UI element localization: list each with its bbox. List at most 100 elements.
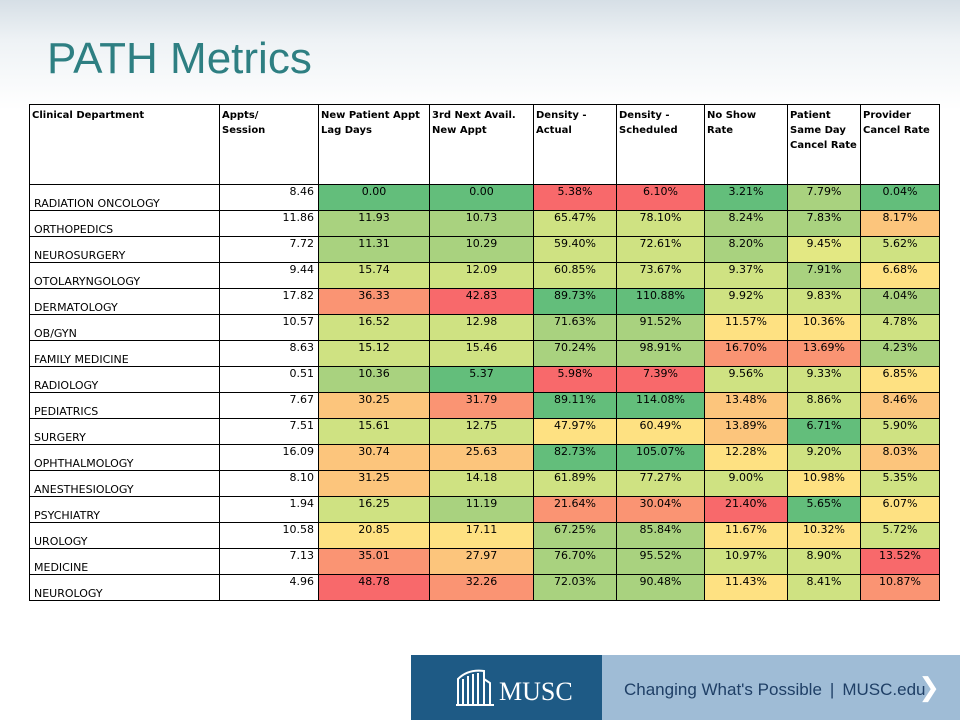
column-header: New Patient Appt Lag Days: [318, 104, 430, 185]
metric-cell: 32.26: [429, 574, 534, 601]
column-header: Patient Same Day Cancel Rate: [787, 104, 861, 185]
metric-cell: 110.88%: [616, 288, 705, 315]
footer-brand-panel: MUSC: [411, 655, 602, 720]
metric-cell: 8.46%: [860, 392, 940, 419]
metric-cell: 10.36%: [787, 314, 861, 341]
metric-cell: 8.86%: [787, 392, 861, 419]
metric-cell: 5.37: [429, 366, 534, 393]
table-row: UROLOGY 10.58 20.85 17.11 67.25% 85.84% 11.67%…: [29, 522, 940, 549]
metric-cell: 15.46: [429, 340, 534, 367]
page-title: PATH Metrics: [47, 34, 312, 83]
column-header: Density - Scheduled: [616, 104, 705, 185]
metric-cell: 11.19: [429, 496, 534, 523]
table-row: NEUROSURGERY 7.72 11.31 10.29 59.40% 72.61% 8.…: [29, 236, 940, 263]
footer-tagline-panel: Changing What's Possible | MUSC.edu ❯: [602, 655, 960, 720]
metric-cell: 21.64%: [533, 496, 617, 523]
metric-cell: 11.67%: [704, 522, 788, 549]
metric-cell: 72.61%: [616, 236, 705, 263]
metric-cell: 4.04%: [860, 288, 940, 315]
metric-cell: 4.78%: [860, 314, 940, 341]
metric-cell: 89.11%: [533, 392, 617, 419]
appts-per-session-cell: 8.63: [219, 340, 319, 367]
metric-cell: 5.90%: [860, 418, 940, 445]
metric-cell: 73.67%: [616, 262, 705, 289]
department-cell: SURGERY: [29, 418, 220, 445]
metric-cell: 47.97%: [533, 418, 617, 445]
metric-cell: 6.68%: [860, 262, 940, 289]
metric-cell: 13.69%: [787, 340, 861, 367]
website-link[interactable]: MUSC.edu: [842, 680, 926, 699]
metric-cell: 114.08%: [616, 392, 705, 419]
metric-cell: 12.75: [429, 418, 534, 445]
metric-cell: 13.48%: [704, 392, 788, 419]
appts-per-session-cell: 10.57: [219, 314, 319, 341]
metric-cell: 14.18: [429, 470, 534, 497]
metric-cell: 60.85%: [533, 262, 617, 289]
metric-cell: 12.09: [429, 262, 534, 289]
department-cell: PSYCHIATRY: [29, 496, 220, 523]
musc-building-icon: [456, 669, 494, 706]
column-header: No Show Rate: [704, 104, 788, 185]
appts-per-session-cell: 7.67: [219, 392, 319, 419]
metric-cell: 8.90%: [787, 548, 861, 575]
metric-cell: 7.39%: [616, 366, 705, 393]
metric-cell: 13.52%: [860, 548, 940, 575]
metric-cell: 9.92%: [704, 288, 788, 315]
metric-cell: 13.89%: [704, 418, 788, 445]
metric-cell: 77.27%: [616, 470, 705, 497]
metric-cell: 15.12: [318, 340, 430, 367]
metric-cell: 6.85%: [860, 366, 940, 393]
appts-per-session-cell: 8.46: [219, 184, 319, 211]
appts-per-session-cell: 9.44: [219, 262, 319, 289]
department-cell: DERMATOLOGY: [29, 288, 220, 315]
metric-cell: 89.73%: [533, 288, 617, 315]
metric-cell: 20.85: [318, 522, 430, 549]
table-row: PEDIATRICS 7.67 30.25 31.79 89.11% 114.08% 13.…: [29, 392, 940, 419]
table-row: FAMILY MEDICINE 8.63 15.12 15.46 70.24% 98.91…: [29, 340, 940, 367]
metric-cell: 9.56%: [704, 366, 788, 393]
table-row: ANESTHESIOLOGY 8.10 31.25 14.18 61.89% 77.27%…: [29, 470, 940, 497]
department-cell: RADIOLOGY: [29, 366, 220, 393]
appts-per-session-cell: 17.82: [219, 288, 319, 315]
appts-per-session-cell: 7.51: [219, 418, 319, 445]
metric-cell: 10.73: [429, 210, 534, 237]
tagline-separator: |: [829, 680, 835, 699]
table-row: RADIOLOGY 0.51 10.36 5.37 5.98% 7.39% 9.56% 9.3…: [29, 366, 940, 393]
metric-cell: 10.36: [318, 366, 430, 393]
metric-cell: 5.35%: [860, 470, 940, 497]
next-slide-chevron-icon[interactable]: ❯: [918, 673, 940, 703]
metric-cell: 0.00: [318, 184, 430, 211]
metric-cell: 8.24%: [704, 210, 788, 237]
department-cell: OPHTHALMOLOGY: [29, 444, 220, 471]
metric-cell: 10.98%: [787, 470, 861, 497]
metric-cell: 25.63: [429, 444, 534, 471]
table-body: RADIATION ONCOLOGY 8.46 0.00 0.00 5.38% 6.10%…: [29, 184, 940, 601]
department-cell: ORTHOPEDICS: [29, 210, 220, 237]
metric-cell: 5.62%: [860, 236, 940, 263]
table-row: PSYCHIATRY 1.94 16.25 11.19 21.64% 30.04% 21.4…: [29, 496, 940, 523]
metric-cell: 76.70%: [533, 548, 617, 575]
column-header: Provider Cancel Rate: [860, 104, 940, 185]
metric-cell: 78.10%: [616, 210, 705, 237]
metric-cell: 85.84%: [616, 522, 705, 549]
musc-logo-text: MUSC: [499, 677, 573, 706]
table-row: OPHTHALMOLOGY 16.09 30.74 25.63 82.73% 105.07…: [29, 444, 940, 471]
table-row: SURGERY 7.51 15.61 12.75 47.97% 60.49% 13.89% 6…: [29, 418, 940, 445]
department-cell: OB/GYN: [29, 314, 220, 341]
metric-cell: 8.03%: [860, 444, 940, 471]
column-header: Density - Actual: [533, 104, 617, 185]
metric-cell: 0.00: [429, 184, 534, 211]
metric-cell: 61.89%: [533, 470, 617, 497]
metric-cell: 30.25: [318, 392, 430, 419]
metric-cell: 60.49%: [616, 418, 705, 445]
metric-cell: 36.33: [318, 288, 430, 315]
path-metrics-table: Clinical Department Appts/Session New Pati…: [29, 104, 940, 601]
department-cell: ANESTHESIOLOGY: [29, 470, 220, 497]
metric-cell: 7.91%: [787, 262, 861, 289]
appts-per-session-cell: 8.10: [219, 470, 319, 497]
department-cell: OTOLARYNGOLOGY: [29, 262, 220, 289]
metric-cell: 12.28%: [704, 444, 788, 471]
appts-per-session-cell: 11.86: [219, 210, 319, 237]
metric-cell: 7.83%: [787, 210, 861, 237]
table-row: MEDICINE 7.13 35.01 27.97 76.70% 95.52% 10.97%…: [29, 548, 940, 575]
